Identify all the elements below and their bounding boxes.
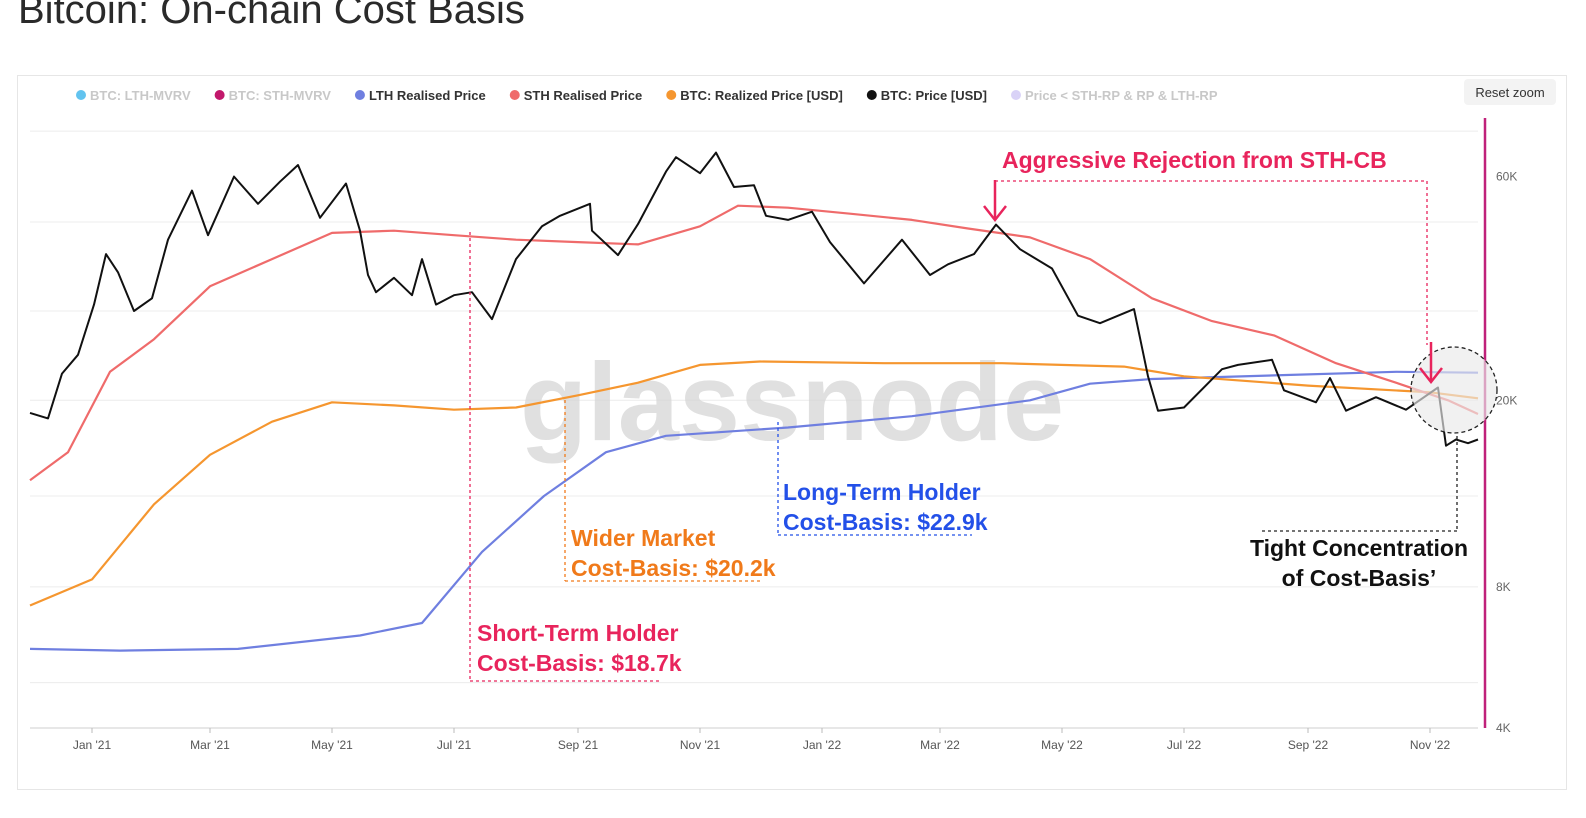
y-tick-label: 20K: [1496, 393, 1517, 407]
series-line-btc-realized-price-usd: [29, 360, 1479, 607]
x-tick-label: Nov '21: [680, 738, 721, 752]
annotation-lth-cb-line2: Cost-Basis: $22.9k: [783, 509, 988, 535]
annotation-sth-cb-line2: Cost-Basis: $18.7k: [477, 650, 682, 676]
page-title: Bitcoin: On-chain Cost Basis: [18, 0, 525, 32]
y-axis-ticks: 4K 8K 20K 60K: [1496, 170, 1517, 735]
annotation-sth-rejection: Aggressive Rejection from STH-CB: [1002, 147, 1387, 173]
legend-item[interactable]: BTC: STH-MVRV: [214, 88, 332, 103]
legend-item[interactable]: LTH Realised Price: [354, 88, 486, 103]
legend-marker: [509, 90, 520, 100]
legend-marker: [354, 90, 365, 100]
reset-zoom-button[interactable]: Reset zoom: [1464, 79, 1556, 105]
annotation-tight-line1: Tight Concentration: [1250, 535, 1468, 561]
series-line-sth-realised-price: [29, 204, 1479, 482]
legend-marker: [76, 90, 86, 100]
series-lines: [29, 151, 1479, 652]
x-tick-label: Sep '21: [558, 738, 599, 752]
legend-item[interactable]: BTC: Realized Price [USD]: [666, 88, 843, 103]
annotation-market-cb-line1: Wider Market: [571, 525, 716, 551]
x-tick-label: Jul '21: [437, 738, 472, 752]
legend-marker: [866, 90, 877, 100]
series-line-btc-price-usd: [29, 151, 1479, 447]
legend-item[interactable]: STH Realised Price: [509, 88, 643, 103]
x-tick-label: Sep '22: [1288, 738, 1329, 752]
legend-item[interactable]: BTC: LTH-MVRV: [76, 88, 191, 103]
x-axis-ticks: Jan '21 Mar '21 May '21 Jul '21 Sep '21 Nov '…: [73, 728, 1451, 752]
legend-label: BTC: Price [USD]: [881, 88, 987, 103]
legend-label: STH Realised Price: [524, 88, 643, 103]
legend-label: LTH Realised Price: [369, 88, 486, 103]
legend-label: BTC: LTH-MVRV: [90, 88, 191, 103]
x-tick-label: Jan '22: [803, 738, 842, 752]
x-tick-label: May '22: [1041, 738, 1083, 752]
x-tick-label: Jul '22: [1167, 738, 1202, 752]
legend-label: Price < STH-RP & RP & LTH-RP: [1025, 88, 1218, 103]
annotation-lth-cb-line1: Long-Term Holder: [783, 479, 981, 505]
x-tick-label: Mar '22: [920, 738, 960, 752]
watermark-text: glassnode: [520, 341, 1064, 464]
legend-marker: [666, 90, 677, 100]
rejection-arrow-left: [983, 180, 1007, 223]
grid-lines: [30, 130, 1478, 729]
legend-marker: [1010, 90, 1021, 100]
annotation-tight-line2: of Cost-Basis’: [1282, 565, 1437, 591]
x-tick-label: Nov '22: [1410, 738, 1451, 752]
x-tick-label: Mar '21: [190, 738, 230, 752]
legend-item[interactable]: Price < STH-RP & RP & LTH-RP: [1010, 88, 1218, 103]
x-tick-label: May '21: [311, 738, 353, 752]
chart-frame: [17, 75, 1567, 790]
cost-basis-highlight-circle: [1410, 346, 1498, 434]
legend[interactable]: BTC: LTH-MVRV BTC: STH-MVRV LTH Realised P…: [76, 88, 1218, 103]
legend-item[interactable]: BTC: Price [USD]: [866, 88, 987, 103]
legend-label: BTC: Realized Price [USD]: [680, 88, 843, 103]
x-tick-label: Jan '21: [73, 738, 112, 752]
legend-label: BTC: STH-MVRV: [229, 88, 332, 103]
annotation-market-cb-line2: Cost-Basis: $20.2k: [571, 555, 776, 581]
legend-marker: [214, 90, 225, 100]
y-tick-label: 4K: [1496, 721, 1511, 735]
y-tick-label: 60K: [1496, 170, 1517, 184]
annotation-sth-cb-line1: Short-Term Holder: [477, 620, 679, 646]
y-tick-label: 8K: [1496, 580, 1511, 594]
rejection-arrow-right: [1419, 342, 1443, 385]
